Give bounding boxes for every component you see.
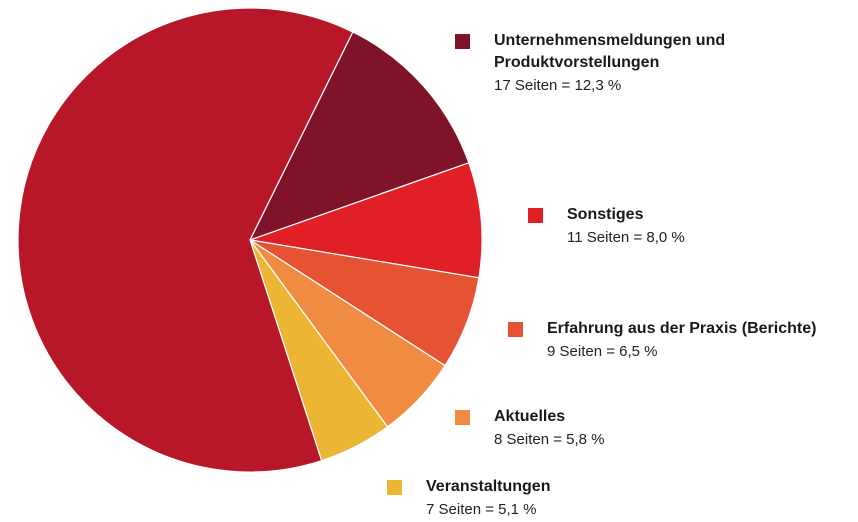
legend-label: Erfahrung aus der Praxis (Berichte) [547, 320, 817, 337]
value-label: 17 Seiten = 12,3 % [494, 77, 622, 94]
legend-label: Unternehmensmeldungen und Produktvorstel… [494, 32, 726, 71]
pie-slice [248, 31, 470, 242]
value-label: 11 Seiten = 8,0 % [567, 229, 685, 246]
legend-swatch [528, 208, 543, 223]
pie-slice [17, 7, 354, 473]
legend-swatch [508, 322, 523, 337]
legend-label: Aktuelles [494, 408, 566, 425]
value-label: 9 Seiten = 6,5 % [547, 343, 658, 360]
legend-swatch [455, 410, 470, 425]
legend-label: Sonstiges [567, 206, 644, 223]
value-label: 7 Seiten = 5,1 % [426, 501, 537, 518]
value-label: 8 Seiten = 5,8 % [494, 431, 605, 448]
legend-swatch [387, 480, 402, 495]
legend-swatch [455, 34, 470, 49]
legend-label: Veranstaltungen [426, 478, 551, 495]
